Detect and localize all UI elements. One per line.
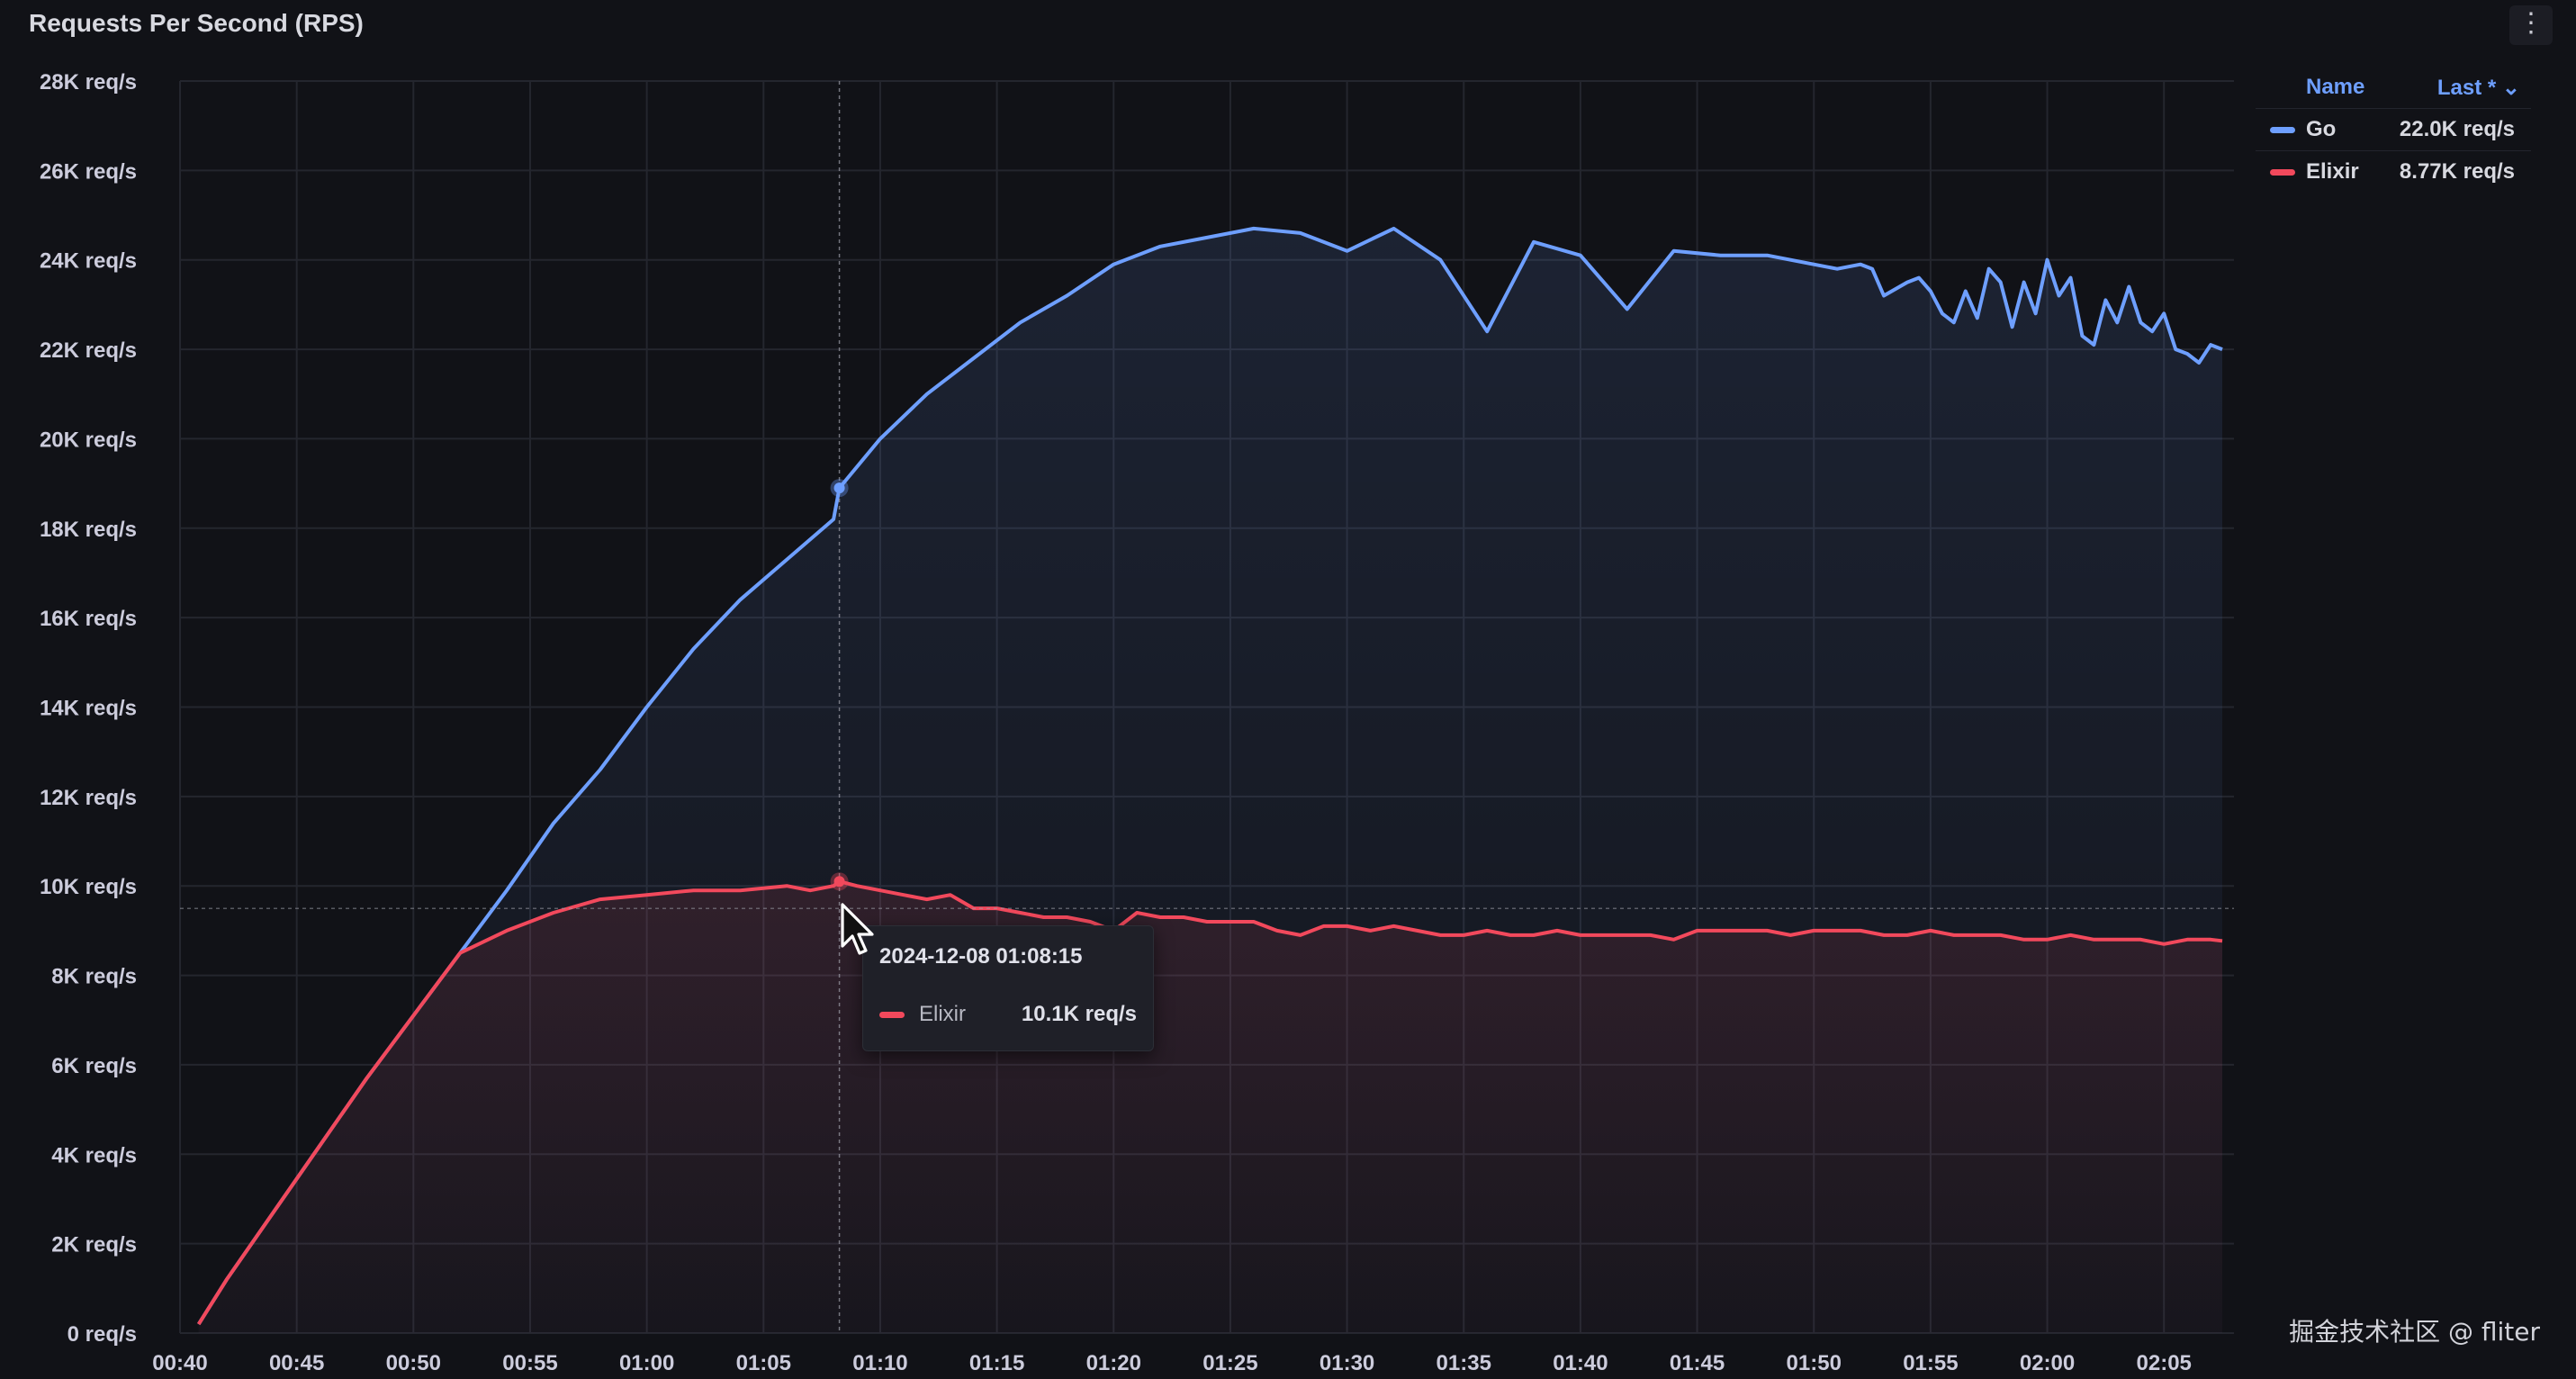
x-tick-label: 00:50 — [386, 1351, 441, 1375]
x-tick-label: 01:15 — [969, 1351, 1024, 1375]
x-tick-label: 01:45 — [1670, 1351, 1725, 1375]
legend-item-elixir[interactable]: Elixir 8.77K req/s — [2256, 150, 2531, 193]
y-tick-label: 6K req/s — [51, 1054, 137, 1078]
x-tick-label: 01:10 — [852, 1351, 907, 1375]
mouse-pointer-icon — [841, 903, 874, 955]
y-tick-label: 28K req/s — [40, 70, 137, 95]
legend: Name Last * ⌄ Go 22.0K req/s Elixir 8.77… — [2256, 67, 2531, 193]
y-tick-label: 0 req/s — [68, 1322, 137, 1347]
y-tick-label: 24K req/s — [40, 249, 137, 274]
y-tick-label: 20K req/s — [40, 428, 137, 452]
legend-swatch-icon — [2270, 126, 2295, 133]
series-line-elixir — [197, 879, 2223, 1326]
tooltip-swatch-icon — [879, 1011, 905, 1018]
watermark: 掘金技术社区 @ fliter — [2289, 1317, 2540, 1347]
y-tick-label: 12K req/s — [40, 786, 137, 810]
x-tick-label: 01:35 — [1437, 1351, 1491, 1375]
legend-item-name: Go — [2306, 117, 2337, 141]
legend-item-value: 22.0K req/s — [2399, 117, 2515, 141]
tooltip-time: 2024-12-08 01:08:15 — [879, 944, 1083, 969]
tooltip-series-row: Elixir 10.1K req/s — [879, 1002, 1137, 1027]
hover-tooltip: 2024-12-08 01:08:15 Elixir 10.1K req/s — [862, 925, 1154, 1051]
x-tick-label: 02:05 — [2137, 1351, 2192, 1375]
tooltip-series-name: Elixir — [919, 1002, 966, 1026]
x-tick-label: 00:45 — [269, 1351, 324, 1375]
hover-point-go — [833, 482, 845, 494]
legend-last-header[interactable]: Last * ⌄ — [2436, 75, 2520, 100]
x-tick-label: 01:00 — [619, 1351, 674, 1375]
y-tick-label: 22K req/s — [40, 338, 137, 363]
kebab-menu-icon[interactable]: ⋮ — [2509, 5, 2553, 45]
x-tick-label: 01:55 — [1903, 1351, 1958, 1375]
legend-item-name: Elixir — [2306, 159, 2359, 184]
y-tick-label: 10K req/s — [40, 875, 137, 899]
x-tick-label: 01:40 — [1553, 1351, 1608, 1375]
legend-swatch-icon — [2270, 168, 2295, 176]
y-tick-label: 26K req/s — [40, 159, 137, 184]
tooltip-series-value: 10.1K req/s — [1021, 1002, 1137, 1026]
legend-item-go[interactable]: Go 22.0K req/s — [2256, 108, 2531, 150]
legend-header: Name Last * ⌄ — [2256, 67, 2531, 108]
y-tick-label: 8K req/s — [51, 965, 137, 989]
x-tick-label: 00:40 — [152, 1351, 207, 1375]
hover-point-elixir — [833, 876, 845, 888]
x-tick-label: 01:50 — [1787, 1351, 1842, 1375]
y-tick-label: 16K req/s — [40, 607, 137, 631]
series-line-go — [197, 226, 2223, 1326]
panel-title: Requests Per Second (RPS) — [29, 9, 364, 37]
legend-item-value: 8.77K req/s — [2399, 159, 2515, 184]
x-tick-label: 01:05 — [736, 1351, 791, 1375]
legend-name-header[interactable]: Name — [2306, 75, 2365, 99]
y-tick-label: 14K req/s — [40, 697, 137, 721]
x-tick-label: 01:25 — [1202, 1351, 1257, 1375]
y-tick-label: 18K req/s — [40, 518, 137, 542]
y-tick-label: 4K req/s — [51, 1143, 137, 1167]
x-tick-label: 01:20 — [1086, 1351, 1141, 1375]
x-tick-label: 00:55 — [502, 1351, 557, 1375]
series-area-elixir — [198, 881, 2223, 1333]
y-tick-label: 2K req/s — [51, 1233, 137, 1257]
x-tick-label: 02:00 — [2020, 1351, 2075, 1375]
x-tick-label: 01:30 — [1320, 1351, 1374, 1375]
